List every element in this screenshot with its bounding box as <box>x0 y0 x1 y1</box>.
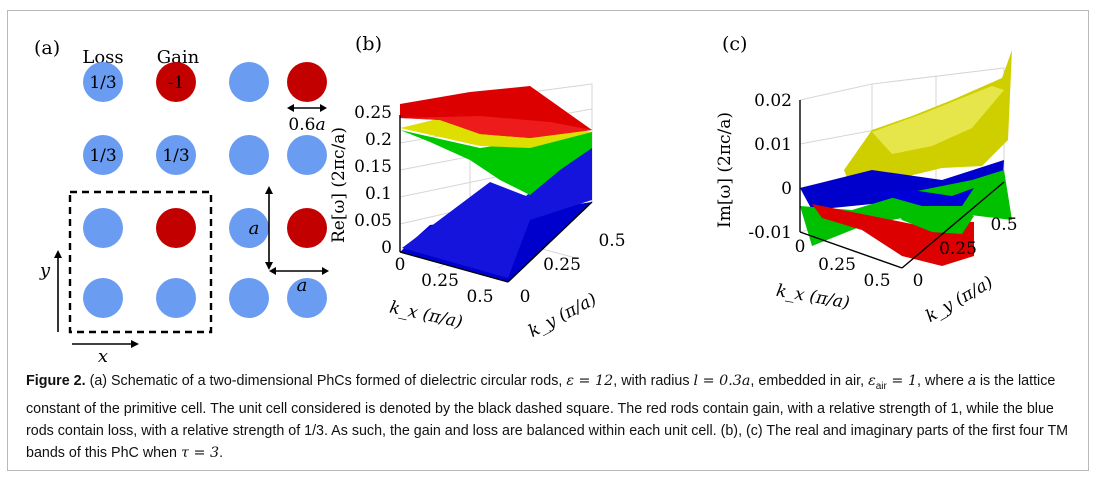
panel-b-ky-axis <box>507 201 593 283</box>
rod-value-gain: -1 <box>168 73 185 93</box>
panel-b-label: (b) <box>355 33 382 55</box>
panel-c-z-tick: 0.02 <box>754 91 792 111</box>
caption-text: , where <box>917 373 968 389</box>
figure-caption: Figure 2. (a) Schematic of a two-dimensi… <box>26 370 1076 464</box>
caption-text: , with radius <box>613 373 694 389</box>
band-1-surface-upper <box>402 138 592 278</box>
panel-c-label: (c) <box>722 33 748 55</box>
gain-label: Gain <box>157 47 200 68</box>
caption-a-var: a <box>967 373 976 389</box>
lattice-arrow-h-head-right <box>322 267 329 275</box>
x-axis-label: x <box>98 346 108 367</box>
rod-loss <box>156 278 196 318</box>
rod-loss <box>287 278 327 318</box>
caption-text: . <box>219 444 224 461</box>
panel-b-z-label: Re[ω] (2πc/a) <box>329 127 349 243</box>
rod-loss <box>83 208 123 248</box>
panel-b-z-tick: 0.05 <box>354 211 392 231</box>
panel-c-kx-label: k_x (π/a) <box>775 281 851 314</box>
panel-b-z-tick: 0.1 <box>365 184 392 204</box>
panel-c-z-tick: 0.01 <box>754 135 792 155</box>
lattice-label-horizontal: a <box>297 275 308 296</box>
panel-b-kx-tick: 0.25 <box>421 271 459 291</box>
panel-a-label: (a) <box>34 37 61 59</box>
band-4-front <box>400 116 592 138</box>
panel-b-kx-label: k_x (π/a) <box>388 298 465 333</box>
caption-eps-air-sub: air <box>875 380 887 392</box>
rod-loss <box>83 135 123 175</box>
panel-b-z-tick: 0.15 <box>354 157 392 177</box>
panel-c-ky-axis <box>901 181 1005 269</box>
rod-gain <box>287 62 327 102</box>
rod-loss <box>229 135 269 175</box>
rod-value-loss: 1/3 <box>89 73 116 93</box>
rod-gain <box>287 208 327 248</box>
panel-c-plot: -0.01 0 0.01 0.02 0 0.25 0.5 0 0.25 0.5 … <box>715 50 1018 327</box>
y-axis-arrow-head <box>54 250 62 258</box>
unit-cell-dashed-square <box>68 190 213 334</box>
caption-eps-air-val: = 1 <box>886 373 918 389</box>
x-axis-arrow-head <box>131 340 139 348</box>
caption-radius: l = 0.3a <box>693 373 751 389</box>
band-4-surface <box>812 204 974 266</box>
band-2-surface <box>400 130 592 195</box>
panel-c-ky-label: k_y (π/a) <box>922 272 996 326</box>
rod-gain <box>156 208 196 248</box>
panel-c-kx-axis <box>799 231 903 269</box>
panel-b-ky-tick: 0 <box>520 287 531 307</box>
caption-tau: τ = 3 <box>180 444 220 461</box>
panel-c-ky-tick: 0.25 <box>939 239 977 259</box>
lattice-label-vertical: a <box>249 218 260 239</box>
rod-loss <box>229 62 269 102</box>
band-1-front <box>872 188 974 206</box>
loss-label: Loss <box>82 47 123 68</box>
panel-b-kx-tick: 0.5 <box>466 287 493 307</box>
radius-label: 0.6a <box>288 115 325 135</box>
figure-frame <box>7 10 1089 471</box>
band-3-surface-light <box>872 86 1004 154</box>
rod-loss <box>287 135 327 175</box>
rod-loss <box>83 62 123 102</box>
lattice-arrow-v-head-top <box>265 186 273 194</box>
rod-value-loss: 1/3 <box>162 146 189 166</box>
panel-a-schematic: Loss Gain 1/3 -1 0.6a 1/3 1/3 a a y x <box>39 47 329 367</box>
panel-c-kx-tick: 0.25 <box>818 255 856 275</box>
panel-b-ky-tick: 0.25 <box>543 255 581 275</box>
panel-b-plot: 0 0.05 0.1 0.15 0.2 0.25 0 0.25 0.5 0 0.… <box>329 83 626 342</box>
rod-loss <box>156 135 196 175</box>
caption-eps: ε = 12 <box>566 373 614 389</box>
rod-loss <box>229 278 269 318</box>
radius-arrow-head-right <box>320 104 327 112</box>
panel-b-z-tick: 0.25 <box>354 103 392 123</box>
y-axis-label: y <box>39 260 51 281</box>
panel-b-ky-label: k_y (π/a) <box>525 289 600 341</box>
panel-c-z-label: Im[ω] (2πc/a) <box>715 112 735 228</box>
band-2-front <box>892 202 974 234</box>
caption-figure-label: Figure 2. <box>26 373 86 389</box>
panel-b-kx-tick: 0 <box>395 255 406 275</box>
lattice-arrow-h-head-left <box>269 267 276 275</box>
lattice-arrow-v-head-bottom <box>265 262 273 270</box>
caption-text: is the lattice constant of the primitive… <box>26 373 1069 461</box>
panel-b-z-tick: 0.2 <box>365 130 392 150</box>
rod-loss <box>83 278 123 318</box>
panel-c-kx-tick: 0.5 <box>863 271 890 291</box>
rod-loss <box>229 208 269 248</box>
rod-value-loss: 1/3 <box>89 146 116 166</box>
caption-text: , embedded in air, <box>750 373 869 389</box>
rod-gain <box>156 62 196 102</box>
panel-c-z-tick: 0 <box>781 179 792 199</box>
panel-c-ky-tick: 0 <box>913 271 924 291</box>
caption-eps-air: ε <box>868 373 876 389</box>
panel-c-ky-tick: 0.5 <box>990 215 1017 235</box>
panel-b-kx-axis <box>399 251 509 283</box>
panel-b-z-tick: 0 <box>381 238 392 258</box>
radius-arrow-head-left <box>287 104 294 112</box>
panel-c-kx-tick: 0 <box>795 237 806 257</box>
panel-c-z-tick: -0.01 <box>748 223 792 243</box>
caption-text: (a) Schematic of a two-dimensional PhCs … <box>85 373 567 389</box>
panel-b-ky-tick: 0.5 <box>598 231 625 251</box>
